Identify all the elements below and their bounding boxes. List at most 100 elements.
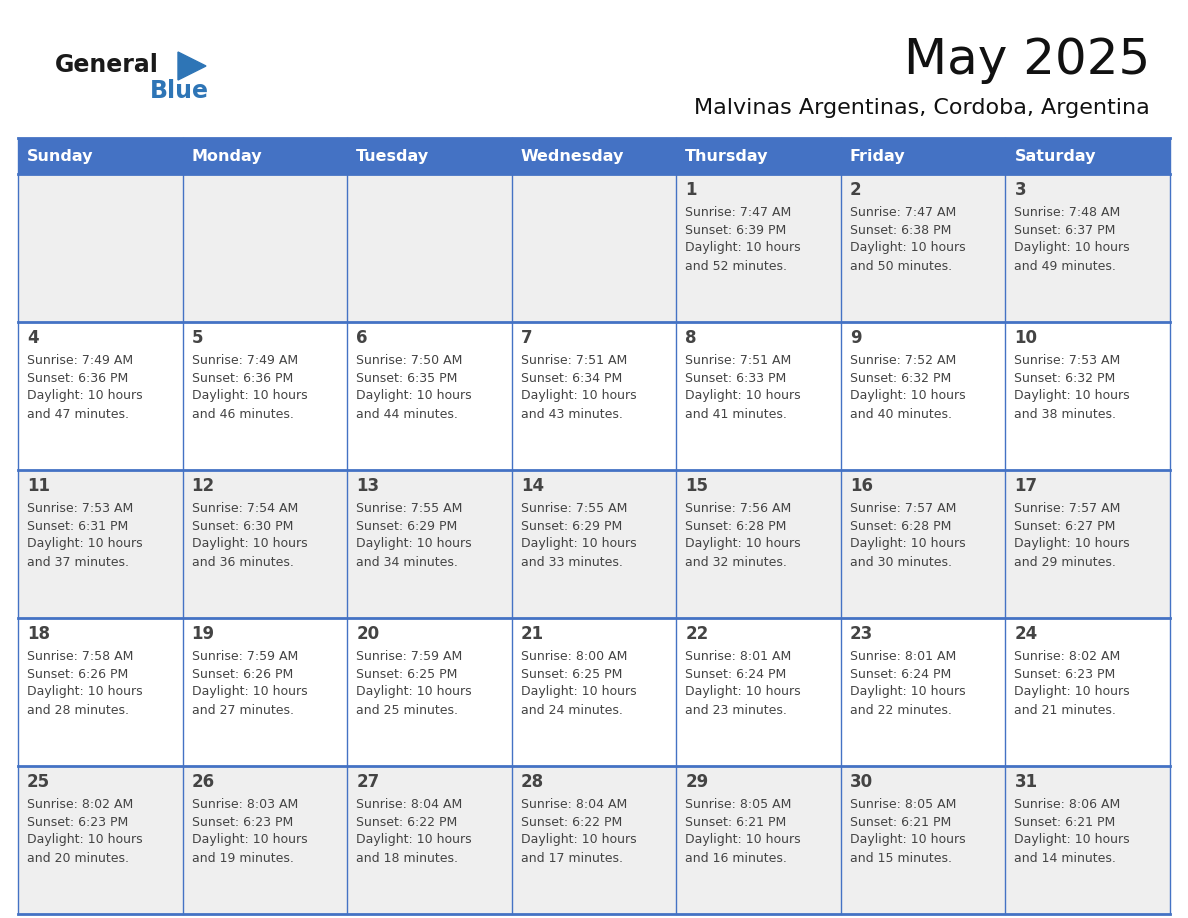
Text: Sunset: 6:22 PM: Sunset: 6:22 PM [520, 815, 623, 829]
Bar [183, 618, 347, 766]
Text: 24: 24 [1015, 625, 1037, 643]
Text: Sunrise: 8:01 AM: Sunrise: 8:01 AM [849, 650, 956, 663]
Text: Sunset: 6:32 PM: Sunset: 6:32 PM [1015, 372, 1116, 385]
Text: Sunset: 6:24 PM: Sunset: 6:24 PM [685, 667, 786, 680]
Text: Daylight: 10 hours: Daylight: 10 hours [849, 241, 966, 254]
Text: Daylight: 10 hours: Daylight: 10 hours [27, 686, 143, 699]
Text: Sunrise: 8:06 AM: Sunrise: 8:06 AM [1015, 798, 1120, 811]
Text: 17: 17 [1015, 477, 1037, 495]
Polygon shape [178, 52, 206, 80]
Bar [1005, 138, 1170, 174]
Text: Sunset: 6:21 PM: Sunset: 6:21 PM [685, 815, 786, 829]
Text: Daylight: 10 hours: Daylight: 10 hours [685, 686, 801, 699]
Text: Sunrise: 7:49 AM: Sunrise: 7:49 AM [191, 353, 298, 366]
Text: Sunrise: 7:53 AM: Sunrise: 7:53 AM [1015, 353, 1120, 366]
Bar [676, 322, 841, 470]
Text: Sunrise: 7:56 AM: Sunrise: 7:56 AM [685, 501, 791, 514]
Text: Daylight: 10 hours: Daylight: 10 hours [27, 834, 143, 846]
Text: General: General [55, 53, 159, 77]
Text: 8: 8 [685, 329, 697, 347]
Bar [347, 766, 512, 914]
Text: and 38 minutes.: and 38 minutes. [1015, 408, 1117, 420]
Text: Sunrise: 7:55 AM: Sunrise: 7:55 AM [520, 501, 627, 514]
Bar [676, 766, 841, 914]
Bar [1005, 322, 1170, 470]
Text: and 49 minutes.: and 49 minutes. [1015, 260, 1117, 273]
Text: 15: 15 [685, 477, 708, 495]
Text: and 43 minutes.: and 43 minutes. [520, 408, 623, 420]
Text: Daylight: 10 hours: Daylight: 10 hours [27, 389, 143, 402]
Text: Sunrise: 7:58 AM: Sunrise: 7:58 AM [27, 650, 133, 663]
Text: and 18 minutes.: and 18 minutes. [356, 852, 459, 865]
Text: 6: 6 [356, 329, 367, 347]
Bar [512, 138, 676, 174]
Text: Sunset: 6:31 PM: Sunset: 6:31 PM [27, 520, 128, 532]
Text: 10: 10 [1015, 329, 1037, 347]
Bar [18, 138, 183, 174]
Bar [841, 618, 1005, 766]
Text: Daylight: 10 hours: Daylight: 10 hours [1015, 686, 1130, 699]
Text: 22: 22 [685, 625, 708, 643]
Text: Friday: Friday [849, 149, 905, 163]
Text: Daylight: 10 hours: Daylight: 10 hours [27, 538, 143, 551]
Bar [18, 322, 183, 470]
Text: Daylight: 10 hours: Daylight: 10 hours [356, 538, 472, 551]
Text: 19: 19 [191, 625, 215, 643]
Text: Daylight: 10 hours: Daylight: 10 hours [1015, 834, 1130, 846]
Text: Sunrise: 8:04 AM: Sunrise: 8:04 AM [520, 798, 627, 811]
Text: Sunset: 6:23 PM: Sunset: 6:23 PM [191, 815, 292, 829]
Text: and 22 minutes.: and 22 minutes. [849, 703, 952, 717]
Text: Sunset: 6:36 PM: Sunset: 6:36 PM [191, 372, 292, 385]
Text: 16: 16 [849, 477, 873, 495]
Text: Daylight: 10 hours: Daylight: 10 hours [849, 389, 966, 402]
Text: Sunrise: 7:51 AM: Sunrise: 7:51 AM [685, 353, 791, 366]
Text: Sunset: 6:21 PM: Sunset: 6:21 PM [1015, 815, 1116, 829]
Text: Daylight: 10 hours: Daylight: 10 hours [191, 834, 308, 846]
Text: Tuesday: Tuesday [356, 149, 429, 163]
Text: and 50 minutes.: and 50 minutes. [849, 260, 952, 273]
Text: 29: 29 [685, 773, 708, 791]
Text: Sunset: 6:27 PM: Sunset: 6:27 PM [1015, 520, 1116, 532]
Text: Sunset: 6:23 PM: Sunset: 6:23 PM [1015, 667, 1116, 680]
Bar [1005, 766, 1170, 914]
Text: 18: 18 [27, 625, 50, 643]
Text: Daylight: 10 hours: Daylight: 10 hours [356, 686, 472, 699]
Bar [183, 138, 347, 174]
Text: Daylight: 10 hours: Daylight: 10 hours [1015, 389, 1130, 402]
Bar [347, 470, 512, 618]
Text: Daylight: 10 hours: Daylight: 10 hours [685, 538, 801, 551]
Text: and 15 minutes.: and 15 minutes. [849, 852, 952, 865]
Text: Sunset: 6:36 PM: Sunset: 6:36 PM [27, 372, 128, 385]
Text: 5: 5 [191, 329, 203, 347]
Text: May 2025: May 2025 [904, 36, 1150, 84]
Bar [676, 618, 841, 766]
Text: Daylight: 10 hours: Daylight: 10 hours [520, 834, 637, 846]
Bar [512, 322, 676, 470]
Text: and 29 minutes.: and 29 minutes. [1015, 555, 1117, 568]
Text: Sunrise: 8:05 AM: Sunrise: 8:05 AM [849, 798, 956, 811]
Text: Sunrise: 8:01 AM: Sunrise: 8:01 AM [685, 650, 791, 663]
Bar [183, 174, 347, 322]
Text: 23: 23 [849, 625, 873, 643]
Text: Sunset: 6:37 PM: Sunset: 6:37 PM [1015, 223, 1116, 237]
Text: 13: 13 [356, 477, 379, 495]
Text: Wednesday: Wednesday [520, 149, 624, 163]
Text: 12: 12 [191, 477, 215, 495]
Text: Sunrise: 8:02 AM: Sunrise: 8:02 AM [27, 798, 133, 811]
Text: Sunset: 6:23 PM: Sunset: 6:23 PM [27, 815, 128, 829]
Text: Sunset: 6:26 PM: Sunset: 6:26 PM [27, 667, 128, 680]
Text: Sunset: 6:35 PM: Sunset: 6:35 PM [356, 372, 457, 385]
Bar [676, 138, 841, 174]
Text: Daylight: 10 hours: Daylight: 10 hours [849, 834, 966, 846]
Text: Daylight: 10 hours: Daylight: 10 hours [520, 389, 637, 402]
Text: and 40 minutes.: and 40 minutes. [849, 408, 952, 420]
Text: Sunrise: 8:02 AM: Sunrise: 8:02 AM [1015, 650, 1120, 663]
Text: Daylight: 10 hours: Daylight: 10 hours [356, 389, 472, 402]
Text: Daylight: 10 hours: Daylight: 10 hours [685, 241, 801, 254]
Text: 27: 27 [356, 773, 379, 791]
Text: 1: 1 [685, 181, 697, 199]
Text: Sunrise: 8:00 AM: Sunrise: 8:00 AM [520, 650, 627, 663]
Text: Daylight: 10 hours: Daylight: 10 hours [356, 834, 472, 846]
Text: Monday: Monday [191, 149, 263, 163]
Text: and 25 minutes.: and 25 minutes. [356, 703, 459, 717]
